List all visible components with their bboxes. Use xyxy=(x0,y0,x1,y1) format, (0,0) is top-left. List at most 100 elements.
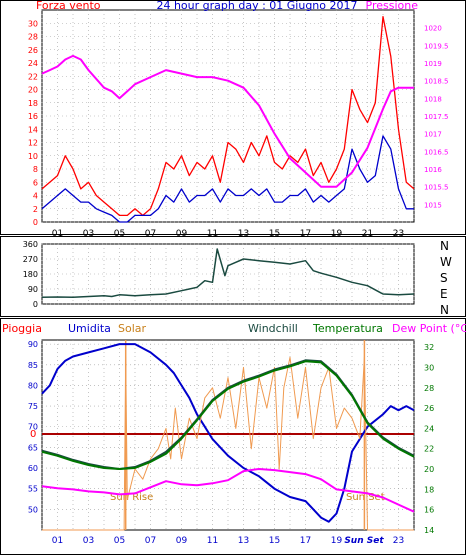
y-tick-label-left: 85 xyxy=(28,361,38,370)
y-tick-label: 270 xyxy=(23,255,38,264)
y-tick-label-left: 12 xyxy=(28,139,38,148)
x-tick-label: 03 xyxy=(83,229,94,239)
y-tick-label-left: 50 xyxy=(28,505,38,514)
y-tick-label-left: 18 xyxy=(28,99,38,108)
x-tick-label: 09 xyxy=(176,229,188,239)
y-tick-label-left: 10 xyxy=(28,152,38,161)
y-tick-label-left: 55 xyxy=(28,485,38,494)
y-tick-label-left: 14 xyxy=(28,125,38,134)
y-tick-label: 0 xyxy=(33,300,38,309)
wind-axis-label: Forza vento xyxy=(36,0,101,12)
y-tick-label-right: 1020 xyxy=(424,25,442,33)
y-tick-label-left: 20 xyxy=(28,86,38,95)
y-tick-label-right: 20 xyxy=(424,465,434,474)
y-tick-label-right: 24 xyxy=(424,424,434,433)
y-tick-label-right: 26 xyxy=(424,404,434,413)
series-line-dew-point-c- xyxy=(41,468,415,513)
x-tick-label: 07 xyxy=(145,536,156,546)
y-tick-label-left: 75 xyxy=(28,402,38,411)
x-tick-label: 21 xyxy=(362,229,373,239)
cardinal-e: E xyxy=(440,287,448,301)
y-tick-label-left: 26 xyxy=(28,46,38,55)
y-tick-label-right: 30 xyxy=(424,363,434,372)
legend-temperature: Temperatura xyxy=(312,322,383,335)
y-tick-label-left: 22 xyxy=(28,72,38,81)
x-tick-label: 05 xyxy=(114,536,125,546)
y-tick-label-right: 1018 xyxy=(424,95,442,103)
legend-windchill: Windchill xyxy=(248,322,298,335)
y-tick-label-left: 80 xyxy=(28,381,38,390)
series-line-wind-direction xyxy=(41,248,415,299)
y-tick-label-left: 0 xyxy=(33,218,38,227)
y-tick-label-left: 28 xyxy=(28,33,38,42)
y-tick-label: 90 xyxy=(28,285,38,294)
series-line-temperatura xyxy=(41,360,415,470)
series-line-umidita xyxy=(41,343,415,523)
sunset-axis-label: Sun Set xyxy=(344,536,384,546)
x-tick-label: 15 xyxy=(269,536,280,546)
y-tick-label-right: 32 xyxy=(424,343,434,352)
y-tick-label-left: 24 xyxy=(28,59,38,68)
x-tick-label: 13 xyxy=(238,536,249,546)
y-tick-label-right: 1017.5 xyxy=(424,113,449,121)
y-tick-label: 180 xyxy=(23,270,38,279)
x-tick-label: 11 xyxy=(207,229,218,239)
x-tick-label: 15 xyxy=(269,229,280,239)
y-tick-label-left: 2 xyxy=(33,205,38,214)
y-tick-label-right: 16 xyxy=(424,506,434,515)
wind-panel-frame xyxy=(0,0,466,235)
y-tick-label-right: 14 xyxy=(424,526,434,535)
cardinal-n-top: N xyxy=(440,239,449,253)
y-tick-label-right: 1019 xyxy=(424,60,442,68)
cardinal-s: S xyxy=(440,271,448,285)
y-tick-label-left: 30 xyxy=(28,19,38,28)
cardinal-w: W xyxy=(440,255,452,269)
legend-rain: Pioggia xyxy=(2,322,42,335)
y-tick-label-left: 6 xyxy=(33,178,38,187)
x-tick-label: 01 xyxy=(52,536,63,546)
pressure-axis-label: Pressione xyxy=(366,0,419,12)
x-tick-label: 13 xyxy=(238,229,249,239)
x-tick-label: 05 xyxy=(114,229,125,239)
sunrise-label: Sun Rise xyxy=(110,492,153,503)
x-tick-label: 07 xyxy=(145,229,156,239)
x-tick-label: 09 xyxy=(176,536,188,546)
x-tick-label: 23 xyxy=(393,536,404,546)
y-tick-label-left: 90 xyxy=(28,340,38,349)
y-tick-label-left: 4 xyxy=(33,192,38,201)
y-tick-label-right: 1015 xyxy=(424,201,442,209)
sunset-label: Sun Set xyxy=(346,492,385,503)
y-tick-label-right: 1016.5 xyxy=(424,148,449,156)
y-tick-label: 360 xyxy=(23,240,38,249)
series-line-pressione xyxy=(41,54,414,188)
x-tick-label: 17 xyxy=(300,229,311,239)
temperature-panel-frame xyxy=(0,318,466,555)
x-tick-label: 11 xyxy=(207,536,218,546)
x-tick-label: 17 xyxy=(300,536,311,546)
x-tick-label: 23 xyxy=(393,229,404,239)
rain-value-label: 0 xyxy=(30,429,36,440)
x-tick-label: 01 xyxy=(52,229,63,239)
y-tick-label-right: 1018.5 xyxy=(424,78,449,86)
y-tick-label-left: 65 xyxy=(28,443,38,452)
y-tick-label-right: 1016 xyxy=(424,166,442,174)
y-tick-label-right: 28 xyxy=(424,384,434,393)
y-tick-label-right: 1017 xyxy=(424,131,442,139)
y-tick-label-right: 1019.5 xyxy=(424,42,449,50)
y-tick-label-right: 1015.5 xyxy=(424,184,449,192)
series-line-forza-vento xyxy=(41,15,415,217)
chart-title: 24 hour graph day : 01 Giugno 2017 xyxy=(156,0,357,12)
cardinal-n-bottom: N xyxy=(440,303,449,317)
legend-humidity: Umidita xyxy=(68,322,111,335)
y-tick-label-left: 8 xyxy=(33,165,38,174)
series-line-raffica-media xyxy=(41,135,414,223)
y-tick-label-left: 16 xyxy=(28,112,38,121)
y-tick-label-left: 70 xyxy=(28,423,38,432)
legend-solar: Solar xyxy=(118,322,147,335)
series-line-solar xyxy=(42,356,414,531)
legend-dew-point: Dew Point (°C) xyxy=(392,322,466,335)
y-tick-label-left: 60 xyxy=(28,464,38,473)
x-tick-label: 03 xyxy=(83,536,94,546)
y-tick-label-right: 22 xyxy=(424,445,434,454)
